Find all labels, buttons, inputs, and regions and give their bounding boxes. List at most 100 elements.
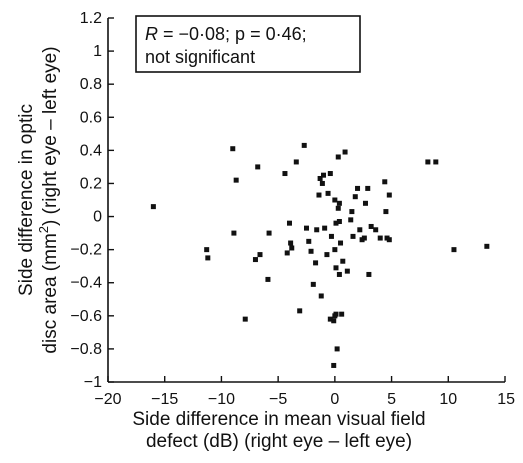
data-point <box>336 271 342 277</box>
data-point <box>319 180 325 186</box>
data-point <box>333 220 339 226</box>
y-axis: −1 −0.8 −0.6 −0.4 −0.2 0 0.2 0.4 0.6 0.8 1 1.2 <box>70 10 114 391</box>
data-point <box>286 220 292 226</box>
y-tick-label: −0.6 <box>70 308 102 325</box>
data-point <box>386 192 392 198</box>
data-point <box>355 185 361 191</box>
y-tick-label: 1 <box>93 43 102 60</box>
data-point <box>334 346 340 352</box>
y-axis-title-superscript: 2 <box>36 226 51 233</box>
x-axis-title-line-1: Side difference in mean visual field <box>132 409 425 430</box>
data-point <box>382 179 388 185</box>
data-point <box>317 175 323 181</box>
data-point <box>282 171 288 177</box>
data-point <box>365 185 371 191</box>
data-point <box>340 258 346 264</box>
y-axis-title-line-2-end: ) (right eye – left eye) <box>40 46 61 226</box>
data-point <box>231 230 237 236</box>
y-tick-label: −0.2 <box>70 242 102 259</box>
annotation-frame <box>135 15 361 73</box>
data-point <box>451 247 457 253</box>
y-tick-label: 0.4 <box>80 142 102 159</box>
data-point <box>293 159 299 165</box>
x-tick-label: −20 <box>94 391 121 408</box>
plot-area <box>107 18 505 383</box>
data-point <box>332 197 338 203</box>
data-point <box>266 230 272 236</box>
annotation-line-1: R = −0·08; p = 0·46; <box>145 24 307 44</box>
data-point <box>433 159 439 165</box>
data-point <box>377 235 383 241</box>
data-point <box>331 362 337 368</box>
x-tick-label: −15 <box>151 391 178 408</box>
data-point <box>310 281 316 287</box>
data-point <box>257 252 263 258</box>
y-tick-label: 0.2 <box>80 175 102 192</box>
x-tick-label: −10 <box>208 391 235 408</box>
data-point <box>335 154 341 160</box>
data-point <box>344 268 350 274</box>
data-point <box>255 164 261 170</box>
x-axis-title-line-2: defect (dB) (right eye – left eye) <box>146 431 412 452</box>
data-point <box>313 260 319 266</box>
data-point <box>336 200 342 206</box>
data-point <box>321 172 327 178</box>
data-point <box>308 248 314 254</box>
data-point <box>352 194 358 200</box>
data-point <box>361 235 367 241</box>
data-point <box>339 311 345 317</box>
data-point <box>327 171 333 177</box>
data-point <box>484 243 490 249</box>
annotation-line-2: not significant <box>145 47 255 67</box>
data-point <box>366 271 372 277</box>
y-tick-label: 1.2 <box>80 10 102 27</box>
data-point <box>316 192 322 198</box>
data-point <box>242 316 248 322</box>
data-point <box>357 227 363 233</box>
x-tick-label: 0 <box>330 391 339 408</box>
data-point <box>205 255 211 261</box>
data-point <box>328 233 334 239</box>
data-point <box>322 225 328 231</box>
data-points <box>150 35 490 368</box>
data-point <box>331 318 337 324</box>
data-point <box>336 219 342 225</box>
data-point <box>304 225 309 231</box>
data-point <box>332 247 338 253</box>
data-point <box>425 159 431 165</box>
data-point <box>368 223 374 229</box>
data-point <box>325 190 331 196</box>
data-point <box>332 313 338 319</box>
y-tick-label: −0.8 <box>70 341 102 358</box>
data-point <box>373 227 379 233</box>
data-point <box>362 200 368 206</box>
y-axis-title-line-2-start: disc area (mm <box>40 233 61 353</box>
x-tick-label: 5 <box>387 391 396 408</box>
x-tick-label: −5 <box>269 391 287 408</box>
y-axis-title: Side difference in optic disc area (mm2)… <box>16 46 61 353</box>
annotation-box: R = −0·08; p = 0·46; not significant <box>135 15 361 73</box>
data-point <box>230 146 236 152</box>
data-point <box>265 276 271 282</box>
data-point <box>342 149 348 155</box>
annotation-stats: = −0·08; p = 0·46; <box>158 24 307 44</box>
data-point <box>306 238 312 244</box>
data-point <box>301 142 307 148</box>
data-point <box>297 308 303 314</box>
annotation-r-symbol: R <box>145 24 158 44</box>
data-point <box>324 252 330 258</box>
data-point <box>289 245 295 251</box>
data-point <box>348 217 354 223</box>
data-point <box>338 240 344 246</box>
y-tick-label: 0 <box>93 209 102 226</box>
data-point <box>314 227 320 233</box>
data-point <box>252 257 258 263</box>
data-point <box>350 233 356 239</box>
data-point <box>349 209 355 215</box>
data-point <box>284 250 290 256</box>
data-point <box>386 237 392 243</box>
data-point <box>150 204 156 210</box>
y-tick-label: 0.6 <box>80 109 102 126</box>
data-point <box>204 247 210 253</box>
